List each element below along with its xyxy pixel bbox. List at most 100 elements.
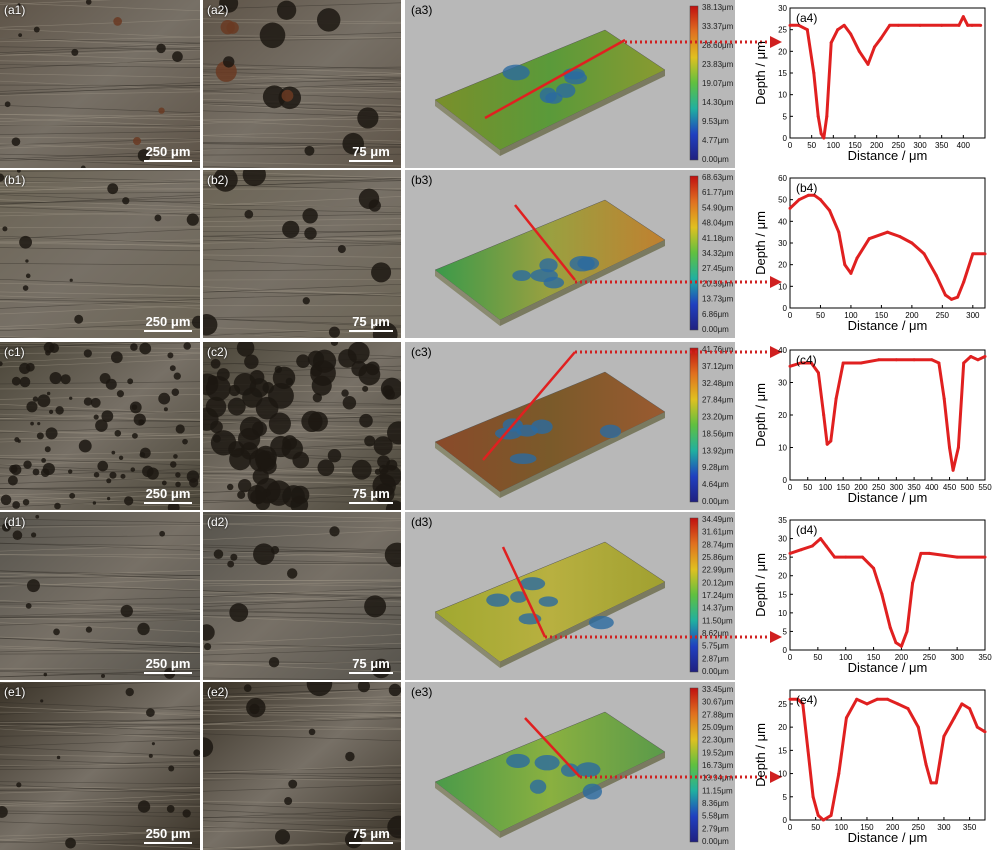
profile-point	[837, 772, 840, 775]
scale-bar-line	[144, 160, 192, 162]
scale-bar: 75 μm	[349, 826, 393, 844]
micrograph-b2: (b2)75 μm	[203, 170, 401, 338]
x-tick-label: 0	[788, 823, 793, 832]
scale-bar-label: 75 μm	[349, 144, 393, 159]
colorbar: 68.63μm61.77μm54.90μm48.04μm41.18μm34.32…	[690, 173, 734, 334]
colorbar-tick-label: 0.00μm	[702, 837, 729, 846]
scale-bar-label: 250 μm	[144, 656, 192, 671]
profile-point	[789, 365, 792, 368]
panel-label: (d4)	[796, 523, 817, 537]
colorbar-tick-label: 37.12μm	[702, 362, 734, 371]
y-tick-label: 0	[783, 304, 788, 313]
profile-point	[789, 24, 792, 27]
x-tick-label: 50	[811, 823, 820, 832]
colorbar-tick-label: 4.77μm	[702, 136, 729, 145]
profile-point	[958, 24, 961, 27]
y-tick-label: 25	[778, 26, 787, 35]
y-tick-label: 60	[778, 174, 787, 183]
profile-point	[984, 252, 987, 255]
colorbar-tick-label: 61.77μm	[702, 188, 734, 197]
profile-point	[984, 355, 987, 358]
colorbar-tick-label: 0.00μm	[702, 155, 729, 164]
profile-point	[789, 698, 792, 701]
micrograph-texture	[203, 682, 401, 850]
colorbar: 33.45μm30.67μm27.88μm25.09μm22.30μm19.52…	[690, 685, 734, 846]
profile-point	[894, 641, 897, 644]
profile-point	[845, 716, 848, 719]
panel-label: (e3)	[411, 685, 432, 699]
panel-label: (b3)	[411, 173, 432, 187]
profile-point	[812, 72, 815, 75]
profile-point	[872, 567, 875, 570]
scale-bar-line	[349, 330, 393, 332]
colorbar-tick-label: 68.63μm	[702, 173, 734, 182]
profile-point	[880, 37, 883, 40]
profile-point	[825, 545, 828, 548]
profile-point	[898, 235, 901, 238]
colorbar-tick-label: 18.56μm	[702, 429, 734, 438]
colorbar-tick-label: 5.75μm	[702, 642, 729, 651]
scale-bar: 75 μm	[349, 486, 393, 504]
colorbar-tick-label: 34.49μm	[702, 515, 734, 524]
profile-point	[956, 556, 959, 559]
micrograph-texture	[0, 512, 200, 680]
colorbar-tick-label: 9.53μm	[702, 117, 729, 126]
surface-3d-plot: (c3)41.76μm37.12μm32.48μm27.84μm23.20μm1…	[405, 342, 735, 510]
profile-point	[897, 24, 900, 27]
colorbar-tick-label: 28.60μm	[702, 41, 734, 50]
y-tick-label: 10	[778, 609, 787, 618]
x-axis-label: Distance / μm	[848, 490, 928, 505]
scale-bar: 75 μm	[349, 144, 393, 162]
y-tick-label: 0	[783, 476, 788, 485]
profile-point	[971, 24, 974, 27]
profile-point	[952, 469, 955, 472]
surface-3d-plot: (a3)38.13μm33.37μm28.60μm23.83μm19.07μm1…	[405, 0, 735, 168]
profile-point	[835, 397, 838, 400]
y-tick-label: 50	[778, 196, 787, 205]
panel-label: (d1)	[4, 515, 25, 529]
colorbar-tick-label: 22.99μm	[702, 566, 734, 575]
profile-point	[849, 272, 852, 275]
colorbar-tick-label: 13.73μm	[702, 295, 734, 304]
x-tick-label: 400	[957, 141, 971, 150]
colorbar-tick-label: 11.50μm	[702, 616, 733, 625]
profile-point	[859, 362, 862, 365]
micrograph-b1: (b1) 250 μm	[0, 170, 200, 338]
profile-point	[843, 24, 846, 27]
profile-point	[817, 115, 820, 118]
profile-point	[833, 556, 836, 559]
x-tick-label: 350	[963, 823, 977, 832]
profile-point	[907, 707, 910, 710]
x-tick-label: 100	[827, 141, 841, 150]
profile-point	[962, 362, 965, 365]
profile-point	[820, 132, 823, 135]
panel-label: (d2)	[207, 515, 228, 529]
profile-point	[942, 735, 945, 738]
colorbar-tick-label: 41.76μm	[702, 345, 734, 354]
colorbar-tick-label: 28.74μm	[702, 540, 734, 549]
colorbar-tick-label: 54.90μm	[702, 203, 734, 212]
profile-point	[913, 358, 916, 361]
y-tick-label: 15	[778, 746, 787, 755]
colorbar-tick-label: 33.37μm	[702, 22, 734, 31]
profile-point	[830, 814, 833, 817]
colorbar-tick-label: 0.00μm	[702, 667, 729, 676]
x-axis-label: Distance / μm	[848, 830, 928, 845]
panel-label: (d3)	[411, 515, 432, 529]
colorbar-tick-label: 41.18μm	[702, 234, 734, 243]
y-tick-label: 10	[778, 91, 787, 100]
profile-point	[971, 252, 974, 255]
scale-bar-line	[349, 502, 393, 504]
panel-label: (a1)	[4, 3, 25, 17]
scale-bar-label: 250 μm	[144, 314, 192, 329]
profile-point	[896, 702, 899, 705]
panel-label: (b1)	[4, 173, 25, 187]
profile-point	[822, 819, 825, 822]
profile-point	[953, 716, 956, 719]
